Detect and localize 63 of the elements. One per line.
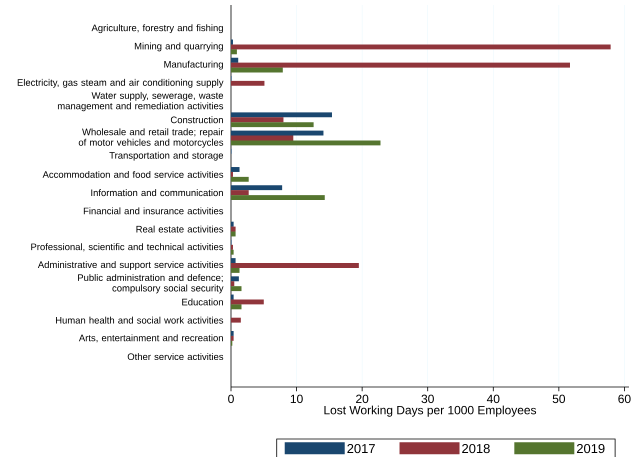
- legend-label: 2018: [462, 444, 490, 454]
- bar: [231, 185, 282, 190]
- bar: [231, 286, 242, 292]
- bar: [231, 268, 240, 273]
- y-tick-label: Agriculture, forestry and fishing: [92, 24, 223, 34]
- y-tick-label: Information and communication: [91, 189, 223, 196]
- y-tick-label: Administrative and support service activities: [38, 261, 224, 270]
- legend-label: 2019: [576, 444, 605, 454]
- bar: [231, 294, 234, 300]
- bar: [231, 195, 325, 200]
- bar: [231, 250, 234, 255]
- bar: [231, 226, 236, 232]
- bar: [231, 130, 324, 136]
- bar: [231, 222, 234, 227]
- x-tick-label: 50: [552, 394, 566, 404]
- bar: [231, 44, 611, 50]
- bar: [231, 117, 284, 122]
- y-tick-label: Other service activities: [128, 353, 224, 360]
- bar: [231, 176, 249, 182]
- bar: [231, 112, 332, 118]
- bar: [231, 68, 283, 72]
- bar: [231, 276, 239, 282]
- y-tick-label: Education: [182, 298, 223, 306]
- x-tick-label: 40: [486, 394, 500, 404]
- y-tick-label: Manufacturing: [164, 60, 223, 70]
- bar: [231, 263, 359, 268]
- y-tick-label: Electricity, gas steam and air conditioning supply: [18, 78, 224, 88]
- bar: [231, 58, 238, 63]
- x-tick-label: 60: [618, 394, 631, 404]
- y-tick-label: Transportation and storage: [109, 152, 224, 161]
- x-tick-label: 30: [422, 394, 434, 404]
- bar: [231, 258, 236, 264]
- y-tick-label: Construction: [170, 116, 223, 124]
- x-tick-label: 10: [290, 394, 303, 404]
- y-tick-label: Public administration and defence; compulsory social security: [78, 274, 224, 294]
- bar: [231, 336, 234, 341]
- x-axis-title: Lost Working Days per 1000 Employees: [324, 406, 536, 417]
- bar: [231, 62, 570, 68]
- y-tick-label: Accommodation and food service activities: [42, 170, 224, 178]
- bar: [231, 318, 241, 323]
- bar: [231, 232, 236, 236]
- y-tick-label: Financial and insurance activities: [84, 207, 224, 214]
- x-tick-label: 0: [228, 394, 234, 404]
- bar: [231, 167, 240, 172]
- y-tick-label: Real estate activities: [136, 226, 224, 233]
- x-tick-label: 20: [356, 394, 368, 404]
- bar: [231, 304, 242, 310]
- y-tick-label: Mining and quarrying: [134, 42, 223, 52]
- legend-label: 2017: [347, 444, 375, 454]
- y-tick-label: Water supply, sewerage, waste management and remediation activities: [58, 92, 224, 112]
- bar: [231, 330, 234, 336]
- y-tick-label: Human health and social work activities: [56, 316, 224, 324]
- bar: [231, 140, 380, 146]
- bar: [231, 49, 237, 54]
- bar: [231, 136, 294, 140]
- y-tick-label: Arts, entertainment and recreation: [78, 334, 223, 342]
- bar: [231, 80, 264, 86]
- y-tick-label: Wholesale and retail trade; repair of motor vehicles and motorcycles: [78, 128, 224, 148]
- y-tick-label: Professional, scientific and technical activities: [31, 243, 224, 252]
- bar: [231, 299, 264, 304]
- bar: [231, 190, 249, 196]
- bar: [231, 281, 234, 286]
- bar: [231, 122, 314, 128]
